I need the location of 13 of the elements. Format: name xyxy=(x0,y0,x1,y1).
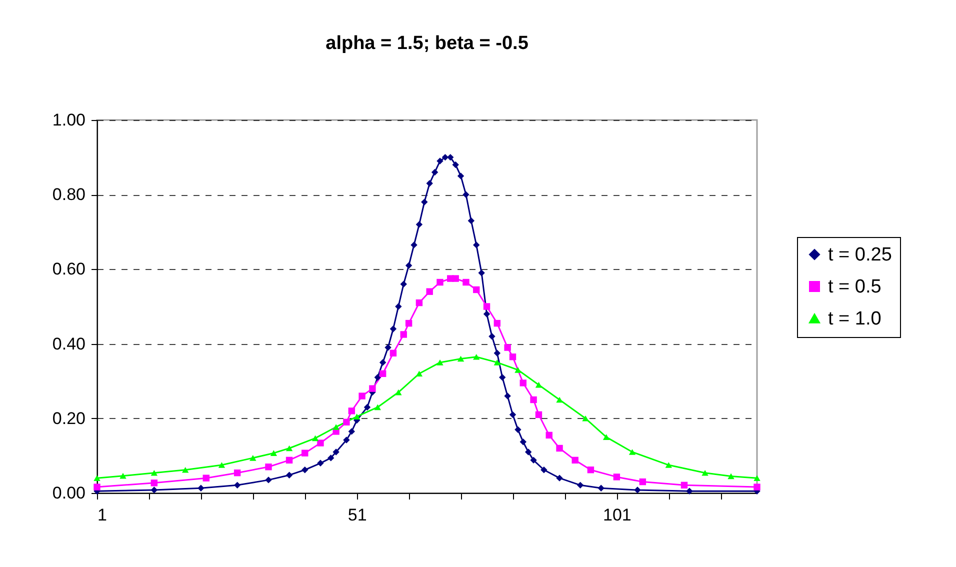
legend-label: t = 0.25 xyxy=(828,244,892,266)
y-tick-label: 1.00 xyxy=(52,110,86,130)
x-tick-label: 1 xyxy=(98,506,107,524)
x-tick-label: 51 xyxy=(348,506,367,524)
y-tick-label: 0.60 xyxy=(52,260,86,279)
legend-label: t = 1.0 xyxy=(828,308,882,330)
y-tick-label: 0.40 xyxy=(52,334,86,354)
chart-title: alpha = 1.5; beta = -0.5 xyxy=(326,33,529,54)
legend-label: t = 0.5 xyxy=(828,276,882,298)
y-tick-label: 0.00 xyxy=(52,484,86,502)
y-tick-label: 0.80 xyxy=(52,185,86,204)
x-tick-label: 101 xyxy=(603,506,632,524)
y-tick-label: 0.20 xyxy=(52,408,86,428)
